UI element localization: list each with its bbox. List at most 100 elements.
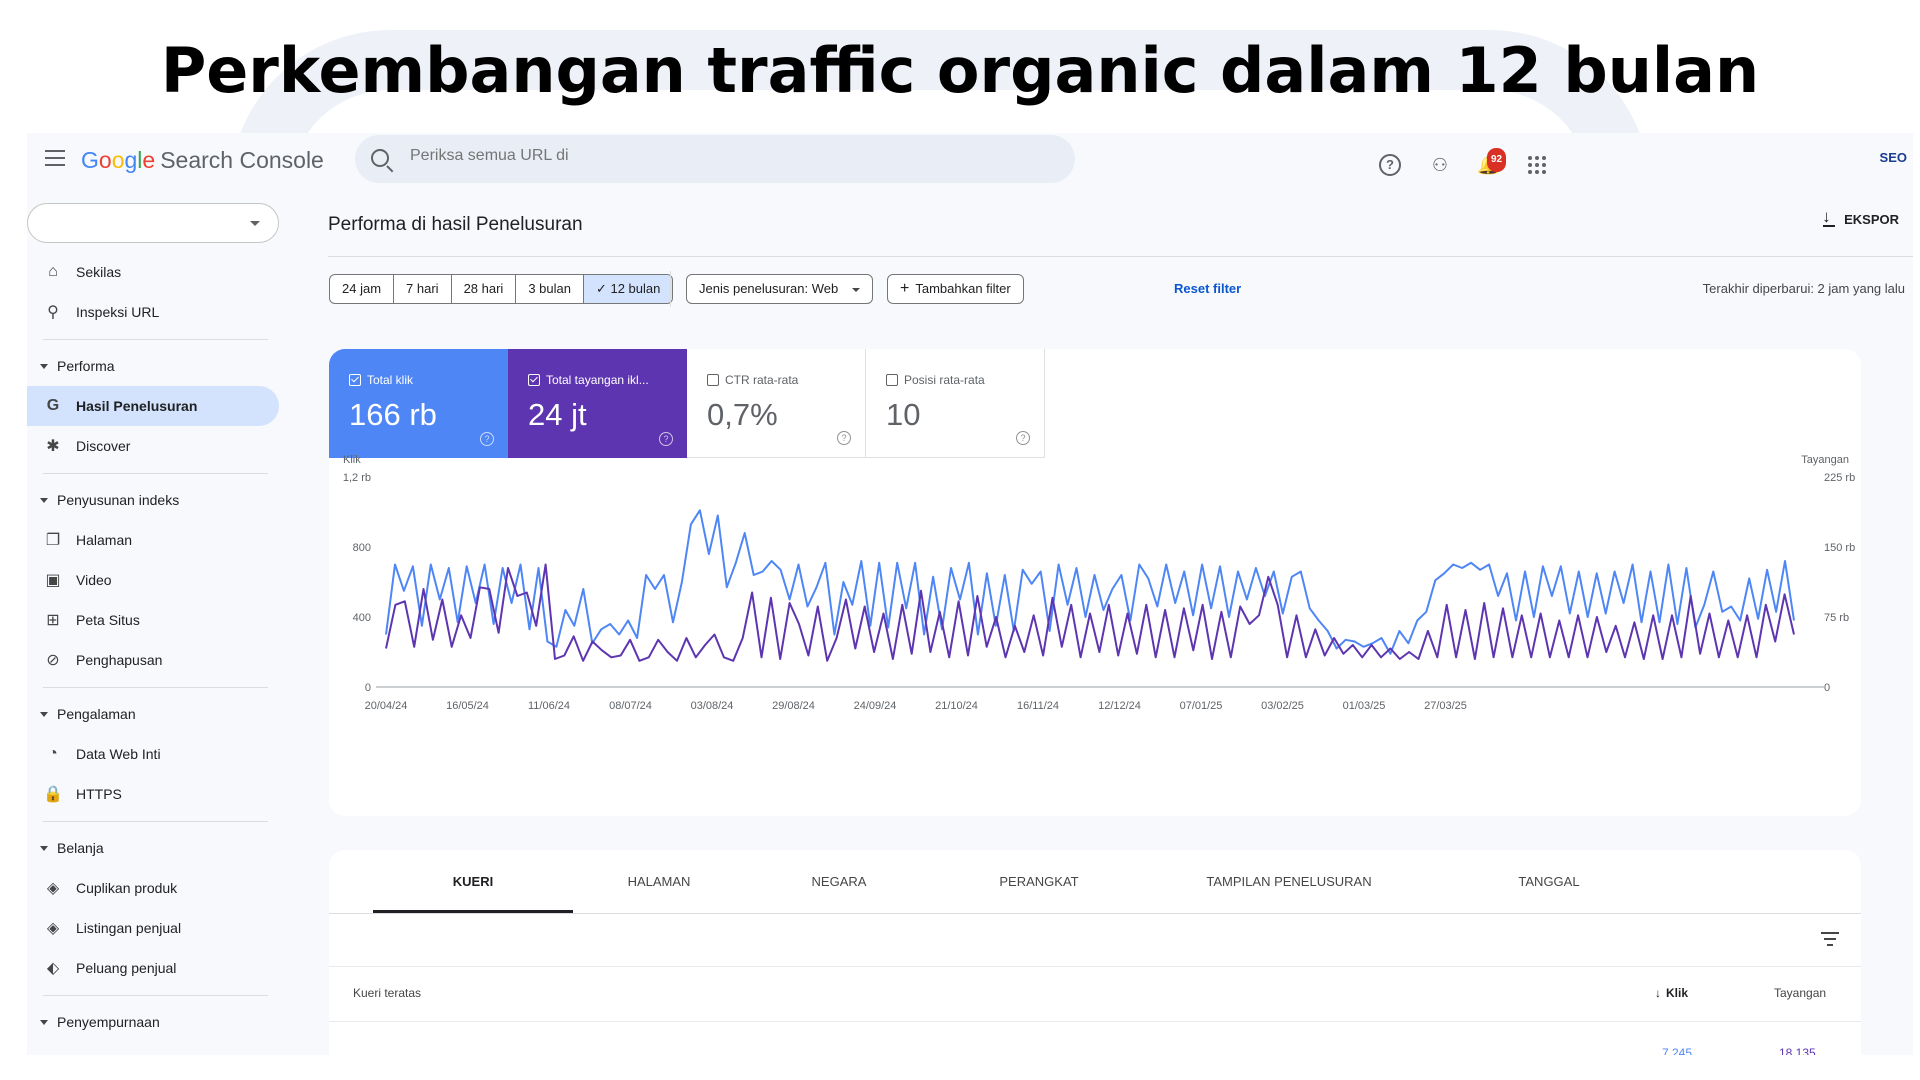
sidebar-item-cuplikan-produk[interactable]: ◈ Cuplikan produk — [27, 868, 279, 908]
tab-tampilan-penelusuran[interactable]: TAMPILAN PENELUSURAN — [1206, 874, 1372, 889]
plus-icon: + — [900, 280, 910, 297]
menu-icon[interactable] — [45, 150, 65, 170]
add-filter-button[interactable]: + Tambahkan filter — [887, 274, 1024, 304]
divider — [43, 687, 268, 688]
sidebar-item-halaman[interactable]: ❐ Halaman — [27, 520, 279, 560]
tab-perangkat[interactable]: PERANGKAT — [999, 874, 1079, 889]
tag-icon: ⬖ — [46, 960, 60, 977]
check-icon: ✓ — [595, 281, 611, 296]
eye-off-icon: ⊘ — [46, 652, 60, 669]
sidebar-item-listingan-penjual[interactable]: ◈ Listingan penjual — [27, 908, 279, 948]
help-icon[interactable]: ? — [659, 432, 673, 446]
sidebar-section-label: Pengalaman — [57, 706, 136, 722]
column-header-impressions[interactable]: Tayangan — [1774, 986, 1827, 1000]
export-button[interactable]: EKSPOR — [1822, 207, 1899, 227]
column-header-clicks[interactable]: ↓ Klik — [1655, 986, 1689, 1000]
x-tick-label: 01/03/25 — [1343, 700, 1386, 712]
series-line-impressions — [385, 563, 1795, 662]
sidebar-item-inspeksi-url[interactable]: ⚲ Inspeksi URL — [27, 292, 279, 332]
x-tick-label: 07/01/25 — [1180, 700, 1223, 712]
column-header-query[interactable]: Kueri teratas — [353, 986, 422, 1000]
row-impressions-value: 18.135 — [1779, 1046, 1816, 1055]
headline: Perkembangan traffic organic dalam 12 bu… — [160, 34, 1760, 107]
sidebar-item-label: Video — [76, 572, 112, 588]
sidebar-item-discover[interactable]: ✱ Discover — [27, 426, 279, 466]
x-tick-label: 16/05/24 — [446, 700, 489, 712]
search-input[interactable] — [410, 147, 1010, 165]
sidebar-item-https[interactable]: 🔒 HTTPS — [27, 774, 279, 814]
date-range-chip[interactable]: 7 hari — [394, 275, 452, 303]
google-g-icon: G — [46, 397, 60, 414]
performance-chart[interactable]: Klik Tayangan 0 0 400 75 rb 800 150 rb 1,2 rb 225… — [329, 454, 1861, 809]
metric-label: Posisi rata-rata — [904, 373, 985, 387]
sidebar-item-label: Data Web Inti — [76, 746, 161, 762]
property-selector[interactable] — [27, 203, 279, 243]
date-range-chip[interactable]: 24 jam — [330, 275, 395, 303]
sidebar-item-peta-situs[interactable]: ⊞ Peta Situs — [27, 600, 279, 640]
divider — [329, 966, 1861, 967]
apps-grid-icon[interactable] — [1525, 153, 1549, 177]
divider — [43, 473, 268, 474]
tab-kueri[interactable]: KUERI — [452, 874, 494, 889]
sidebar-section-penyempurnaan[interactable]: Penyempurnaan — [40, 1014, 160, 1030]
video-icon: ▣ — [45, 572, 61, 589]
layers-icon: ◈ — [46, 880, 60, 897]
sidebar-section-label: Performa — [57, 358, 115, 374]
tab-tanggal[interactable]: TANGGAL — [1518, 874, 1580, 889]
search-type-filter[interactable]: Jenis penelusuran: Web — [686, 274, 873, 304]
sidebar-item-peluang-penjual[interactable]: ⬖ Peluang penjual — [27, 948, 279, 988]
sidebar-section-performa[interactable]: Performa — [40, 358, 115, 374]
pages-icon: ❐ — [45, 532, 61, 549]
tab-halaman[interactable]: HALAMAN — [627, 874, 691, 889]
metric-label: Total tayangan ikl... — [546, 373, 649, 387]
app-logo[interactable]: Google Search Console — [81, 147, 324, 173]
notifications-icon[interactable]: 🔔92 — [1477, 148, 1507, 176]
active-tab-indicator — [373, 910, 573, 913]
sidebar-item-hasil-penelusuran[interactable]: G Hasil Penelusuran — [27, 386, 279, 426]
filter-icon[interactable] — [1821, 932, 1839, 950]
sidebar-item-label: Inspeksi URL — [76, 304, 160, 320]
x-tick-label: 21/10/24 — [935, 700, 978, 712]
layers-icon: ◈ — [46, 920, 60, 937]
date-range-chip[interactable]: ✓ 12 bulan — [583, 275, 673, 303]
url-inspection-search[interactable] — [355, 135, 1075, 183]
sitemap-icon: ⊞ — [46, 612, 60, 629]
x-tick-label: 08/07/24 — [609, 700, 652, 712]
sidebar-item-penghapusan[interactable]: ⊘ Penghapusan — [27, 640, 279, 680]
divider — [329, 913, 1861, 914]
results-table-card: KUERI HALAMAN NEGARA PERANGKAT TAMPILAN PENE… — [329, 850, 1861, 1055]
reset-filter-link[interactable]: Reset filter — [1174, 281, 1242, 296]
chevron-down-icon — [851, 287, 860, 292]
sidebar-item-data-web-inti[interactable]: ◔ Data Web Inti — [27, 734, 279, 774]
performance-card: Total klik 166 rb ? Total tayangan ikl..… — [329, 349, 1861, 816]
right-tick-label: 0 — [1824, 682, 1830, 694]
checkbox-icon — [707, 374, 719, 386]
metric-value: 10 — [886, 397, 921, 432]
date-range-chip[interactable]: 28 hari — [452, 275, 517, 303]
metric-average-position[interactable]: Posisi rata-rata 10 ? — [866, 349, 1045, 458]
metric-total-clicks[interactable]: Total klik 166 rb ? — [329, 349, 508, 458]
search-icon — [371, 149, 389, 167]
gauge-icon: ◔ — [48, 745, 58, 762]
manage-users-icon[interactable]: ⚇ — [1431, 155, 1449, 175]
sidebar-item-sekilas[interactable]: ⌂ Sekilas — [27, 252, 279, 292]
help-icon[interactable]: ? — [837, 431, 851, 445]
metric-average-ctr[interactable]: CTR rata-rata 0,7% ? — [687, 349, 866, 458]
sidebar-item-video[interactable]: ▣ Video — [27, 560, 279, 600]
sidebar-section-belanja[interactable]: Belanja — [40, 840, 104, 856]
divider — [43, 821, 268, 822]
sidebar-section-pengalaman[interactable]: Pengalaman — [40, 706, 136, 722]
x-tick-label: 29/08/24 — [772, 700, 815, 712]
date-range-chip[interactable]: 3 bulan — [516, 275, 584, 303]
search-icon: ⚲ — [47, 304, 59, 321]
help-icon[interactable]: ? — [1379, 154, 1401, 176]
sidebar-section-penyusunan-indeks[interactable]: Penyusunan indeks — [40, 492, 179, 508]
tab-negara[interactable]: NEGARA — [811, 874, 867, 889]
help-icon[interactable]: ? — [1016, 431, 1030, 445]
account-avatar[interactable]: SEO — [1879, 150, 1907, 165]
metric-total-impressions[interactable]: Total tayangan ikl... 24 jt ? — [508, 349, 687, 458]
checkbox-icon — [886, 374, 898, 386]
help-icon[interactable]: ? — [480, 432, 494, 446]
